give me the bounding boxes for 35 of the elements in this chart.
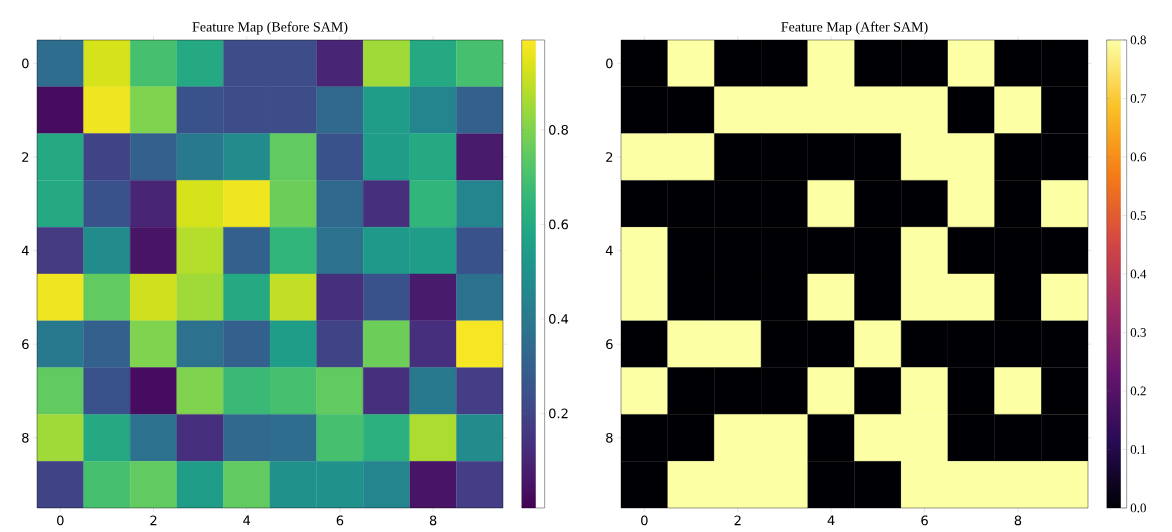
color-bar-label: 0.2 — [1130, 386, 1146, 396]
y-tick-label: 0 — [22, 58, 29, 69]
y-tick-label: 6 — [606, 339, 613, 350]
color-bar-label: 0.6 — [549, 219, 569, 230]
color-bar-label: 0.8 — [1130, 35, 1146, 45]
y-tick-label: 2 — [606, 152, 613, 162]
color-bar-label: 0.5 — [1130, 211, 1146, 220]
x-tick-label: 6 — [336, 515, 344, 526]
color-bar-label: 0.3 — [1130, 328, 1146, 337]
y-tick-label: 0 — [606, 58, 613, 69]
color-bar-label: 0.2 — [549, 408, 568, 419]
chart-title: Feature Map (After SAM) — [781, 21, 928, 35]
x-tick-label: 2 — [150, 515, 157, 526]
x-tick-label: 6 — [921, 515, 928, 526]
y-tick-label: 4 — [605, 245, 613, 256]
color-bar-label: 0.7 — [1130, 94, 1147, 103]
color-bar-label: 0.6 — [1130, 152, 1147, 162]
x-tick-label: 0 — [57, 515, 64, 526]
x-tick-label: 4 — [827, 515, 835, 525]
x-tick-label: 0 — [641, 515, 648, 526]
y-tick-label: 2 — [22, 152, 29, 162]
y-tick-label: 4 — [21, 245, 29, 256]
x-tick-label: 4 — [243, 515, 251, 525]
y-tick-label: 8 — [606, 432, 613, 443]
x-tick-label: 8 — [429, 515, 437, 526]
x-tick-label: 8 — [1014, 515, 1022, 526]
color-bar-label: 0.4 — [549, 313, 569, 324]
y-tick-label: 6 — [22, 339, 29, 350]
color-bar-label: 0.8 — [549, 124, 568, 135]
chart-title: Feature Map (Before SAM) — [192, 21, 348, 35]
y-tick-label: 8 — [22, 432, 29, 443]
color-bar-label: 0.1 — [1130, 445, 1146, 454]
x-tick-label: 2 — [734, 515, 741, 526]
color-bar-label: 0.0 — [1130, 503, 1146, 513]
color-bar-label: 0.4 — [1130, 269, 1147, 279]
